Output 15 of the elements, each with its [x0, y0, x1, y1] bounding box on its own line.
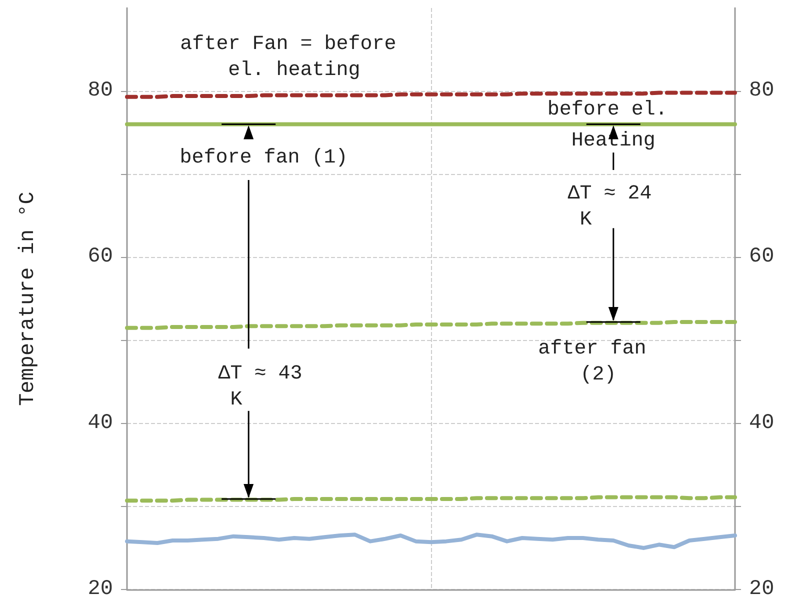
line-series	[125, 532, 737, 550]
y-tick-label: 60	[88, 246, 113, 269]
y-tick-label: 20	[88, 578, 113, 600]
annotation: before fan (1)	[180, 146, 348, 170]
annotation: after Fan = before el. heating	[180, 32, 408, 82]
y2-tick-label: 60	[749, 246, 774, 269]
annotation: ΔT ≈ 24 K	[568, 182, 652, 232]
y-axis-title: Temperature in °C	[17, 192, 40, 406]
annotation: ΔT ≈ 43 K	[218, 362, 302, 412]
y-tick-label: 80	[88, 80, 113, 103]
y-tick-label: 40	[88, 412, 113, 435]
y2-tick-label: 80	[749, 80, 774, 103]
y2-tick-label: 20	[749, 578, 774, 600]
y2-tick-label: 40	[749, 412, 774, 435]
annotation: after fan (2)	[538, 338, 658, 387]
